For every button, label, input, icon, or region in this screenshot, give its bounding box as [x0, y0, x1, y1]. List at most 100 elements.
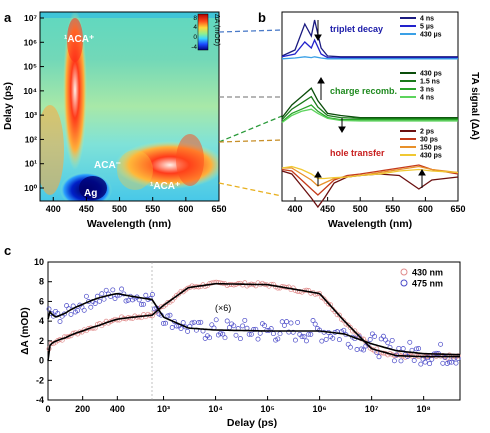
data-point: [255, 336, 261, 342]
data-point: [220, 331, 226, 337]
data-point: [240, 323, 246, 329]
data-point: [202, 335, 208, 341]
data-point: [376, 354, 382, 360]
colorbar-tick: -4: [191, 44, 197, 51]
tick-label: 10⁴: [208, 404, 222, 414]
tick-label: 0: [45, 404, 50, 414]
tick-label: 10³: [25, 110, 37, 120]
data-point: [308, 331, 314, 337]
data-point: [48, 341, 54, 347]
data-point: [303, 338, 309, 344]
panel-b-x-ticks: 400 450 500 550 600 650: [288, 197, 466, 214]
legend-label: 3 ns: [420, 87, 434, 94]
data-point: [418, 361, 424, 367]
data-point: [160, 320, 166, 326]
tick-label: 10⁷: [24, 13, 37, 23]
panel-c-fits: [47, 282, 461, 361]
tick-label: 500: [353, 204, 368, 214]
data-point: [224, 318, 230, 324]
data-point: [152, 306, 158, 312]
data-point: [391, 358, 397, 364]
data-point: [301, 334, 307, 340]
data-point: [123, 298, 129, 304]
tick-label: 600: [418, 204, 433, 214]
data-point: [180, 320, 186, 326]
tick-label: 400: [110, 404, 125, 414]
panel-b-letter: b: [258, 10, 266, 25]
panel-b-x-label: Wavelength (nm): [328, 218, 412, 230]
data-point: [325, 301, 331, 307]
data-point: [449, 359, 455, 365]
tick-label: 10²: [25, 134, 37, 144]
group-title-triplet: triplet decay: [330, 24, 383, 34]
data-point: [233, 332, 239, 338]
tick-label: 10⁴: [23, 86, 37, 96]
panel-b-curves: [281, 19, 459, 209]
data-point: [427, 361, 433, 367]
data-point: [158, 304, 164, 310]
data-point: [275, 336, 281, 342]
tick-label: 2: [39, 336, 44, 346]
legend-label: 4 ns: [420, 16, 434, 23]
panel-c-x-label: Delay (ps): [227, 417, 277, 429]
data-point: [358, 346, 364, 352]
legend-label: 150 ps: [420, 145, 442, 152]
data-point: [306, 331, 312, 337]
legend-label: 1.5 ns: [420, 79, 440, 86]
spectrum-3-ns: [281, 104, 458, 123]
data-point: [299, 334, 305, 340]
panel-c-markers: [46, 279, 461, 367]
data-point: [110, 287, 116, 293]
data-point: [174, 323, 180, 329]
data-point: [424, 355, 430, 361]
data-point: [411, 358, 417, 363]
spectrum-430-ps: [281, 165, 459, 180]
tick-label: 600: [178, 204, 193, 214]
data-point: [378, 336, 384, 342]
heatmap-image: [40, 12, 219, 201]
data-point: [356, 332, 362, 338]
data-point: [270, 331, 276, 337]
colorbar-tick: 0: [193, 34, 197, 41]
group-title-hole: hole transfer: [330, 148, 385, 158]
data-point: [231, 282, 237, 288]
data-point: [442, 355, 448, 360]
data-point: [380, 333, 386, 339]
panel-a-x-ticks: 400 450 500 550 600 650: [46, 197, 227, 214]
tick-label: 10⁷: [365, 404, 379, 414]
data-point: [185, 328, 191, 334]
data-point: [312, 321, 318, 327]
tick-label: -2: [36, 375, 44, 385]
tick-label: 450: [79, 204, 94, 214]
legend-marker: [400, 279, 408, 287]
data-point: [438, 341, 444, 347]
legend-label: 475 nm: [412, 279, 443, 289]
data-point: [213, 317, 219, 323]
panel-a-letter: a: [4, 10, 12, 25]
scale-annotation: (×6): [215, 303, 231, 313]
panel-a-y-label: Delay (ps): [3, 82, 14, 130]
data-point: [112, 296, 118, 301]
data-point: [138, 301, 144, 307]
data-point: [407, 339, 413, 345]
data-point: [336, 337, 342, 343]
data-point: [165, 313, 171, 319]
data-point: [317, 327, 323, 333]
tick-label: 10¹: [25, 159, 37, 169]
data-point: [330, 335, 336, 341]
data-point: [347, 344, 353, 350]
spectrum-2-ps: [281, 170, 459, 209]
heatmap-annotation-3: Ag: [84, 188, 97, 199]
panel-connectors: [218, 29, 283, 197]
tick-label: 650: [211, 204, 226, 214]
data-point: [354, 347, 360, 352]
panel-a: a 400 450 500 550 600 650 10⁰10¹10²10³10⁴10⁵1…: [3, 10, 227, 230]
data-point: [453, 360, 459, 366]
data-point: [295, 319, 301, 325]
data-point: [281, 322, 287, 328]
data-point: [81, 307, 87, 313]
